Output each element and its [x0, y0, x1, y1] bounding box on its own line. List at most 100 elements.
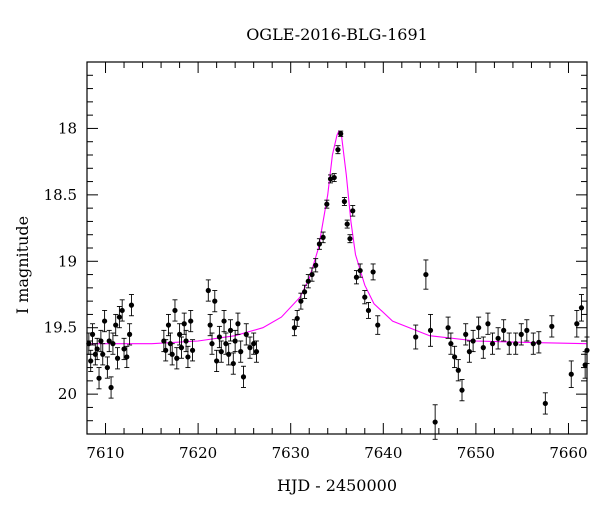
data-point	[174, 355, 180, 361]
data-point	[445, 325, 451, 331]
data-point	[98, 338, 104, 344]
data-point	[124, 354, 130, 360]
data-point	[178, 345, 185, 351]
data-point	[128, 302, 135, 308]
data-point	[216, 334, 223, 340]
data-point	[232, 338, 238, 344]
data-point	[584, 347, 590, 353]
data-point	[188, 318, 194, 324]
data-point	[427, 327, 434, 333]
data-point	[94, 346, 100, 352]
data-point	[365, 307, 372, 314]
data-point	[536, 339, 542, 345]
data-point	[320, 234, 326, 240]
data-point	[495, 335, 501, 341]
data-point	[243, 331, 249, 337]
data-point	[518, 331, 524, 337]
data-point	[101, 318, 108, 324]
data-point	[114, 355, 121, 361]
data-point	[448, 341, 454, 347]
data-point	[476, 325, 482, 331]
data-point	[432, 419, 438, 425]
chart-title: OGLE-2016-BLG-1691	[246, 25, 428, 44]
data-point	[524, 327, 530, 333]
data-point	[113, 322, 119, 328]
model-curve	[87, 129, 588, 345]
data-point	[291, 325, 298, 331]
data-point	[530, 341, 536, 347]
data-point	[574, 321, 580, 327]
data-point	[86, 341, 92, 347]
data-point	[106, 338, 112, 344]
data-point	[362, 294, 368, 300]
data-point	[513, 341, 519, 347]
data-point	[568, 371, 574, 377]
data-point	[207, 322, 213, 328]
data-point	[501, 327, 507, 333]
data-point	[375, 322, 381, 328]
data-point	[227, 327, 234, 333]
data-point	[240, 374, 247, 380]
data-point	[370, 269, 376, 275]
y-tick-label: 18	[58, 119, 77, 137]
data-point	[253, 349, 260, 355]
data-point	[301, 289, 308, 295]
data-point	[489, 341, 496, 347]
data-point	[226, 351, 232, 357]
x-tick-label: 7640	[364, 444, 402, 462]
data-point	[189, 347, 196, 353]
data-point	[163, 347, 169, 353]
plot-frame	[86, 61, 588, 435]
data-point	[235, 321, 241, 327]
data-point	[344, 221, 350, 227]
data-point	[181, 321, 187, 327]
data-point	[338, 131, 344, 137]
data-point	[185, 354, 191, 360]
data-point	[108, 384, 114, 391]
x-tick-label: 7610	[86, 444, 124, 462]
data-point	[247, 345, 253, 351]
y-tick-label: 20	[58, 385, 77, 403]
y-tick-label: 18.5	[44, 186, 77, 204]
data-point	[251, 341, 257, 347]
x-tick-label: 7660	[549, 444, 587, 462]
data-point	[413, 334, 419, 340]
data-point	[455, 367, 461, 373]
data-point	[463, 331, 469, 337]
data-point	[480, 345, 486, 351]
data-point	[347, 236, 353, 242]
y-tick-label: 19.5	[44, 319, 77, 337]
data-point	[324, 201, 330, 207]
data-point	[218, 349, 224, 355]
data-point	[357, 267, 363, 274]
data-point	[223, 341, 229, 347]
data-point	[294, 315, 300, 322]
data-point	[341, 198, 348, 205]
data-point	[169, 351, 175, 357]
x-tick-label: 7620	[179, 444, 217, 462]
data-point	[485, 321, 491, 327]
x-axis-title: HJD - 2450000	[277, 476, 397, 495]
data-point	[423, 271, 429, 278]
data-point	[331, 174, 337, 181]
data-point	[549, 323, 555, 329]
data-point	[221, 318, 227, 324]
data-point	[542, 400, 548, 407]
data-point	[353, 274, 360, 280]
data-point	[100, 351, 106, 357]
data-point	[298, 298, 304, 304]
data-point	[309, 271, 315, 278]
data-point	[96, 375, 102, 381]
data-point	[578, 305, 585, 311]
data-point	[305, 278, 311, 284]
data-point	[165, 322, 172, 328]
data-point	[212, 298, 218, 304]
data-point	[183, 338, 189, 344]
plot-area: 7610 7620 7630 7640 7650 7660 18 18.5 19 19.5 20	[44, 61, 590, 462]
data-point	[459, 387, 465, 393]
data-point	[110, 341, 116, 347]
data-point	[470, 338, 476, 344]
data-point	[104, 364, 110, 371]
data-point	[119, 307, 125, 314]
data-point	[451, 354, 458, 360]
